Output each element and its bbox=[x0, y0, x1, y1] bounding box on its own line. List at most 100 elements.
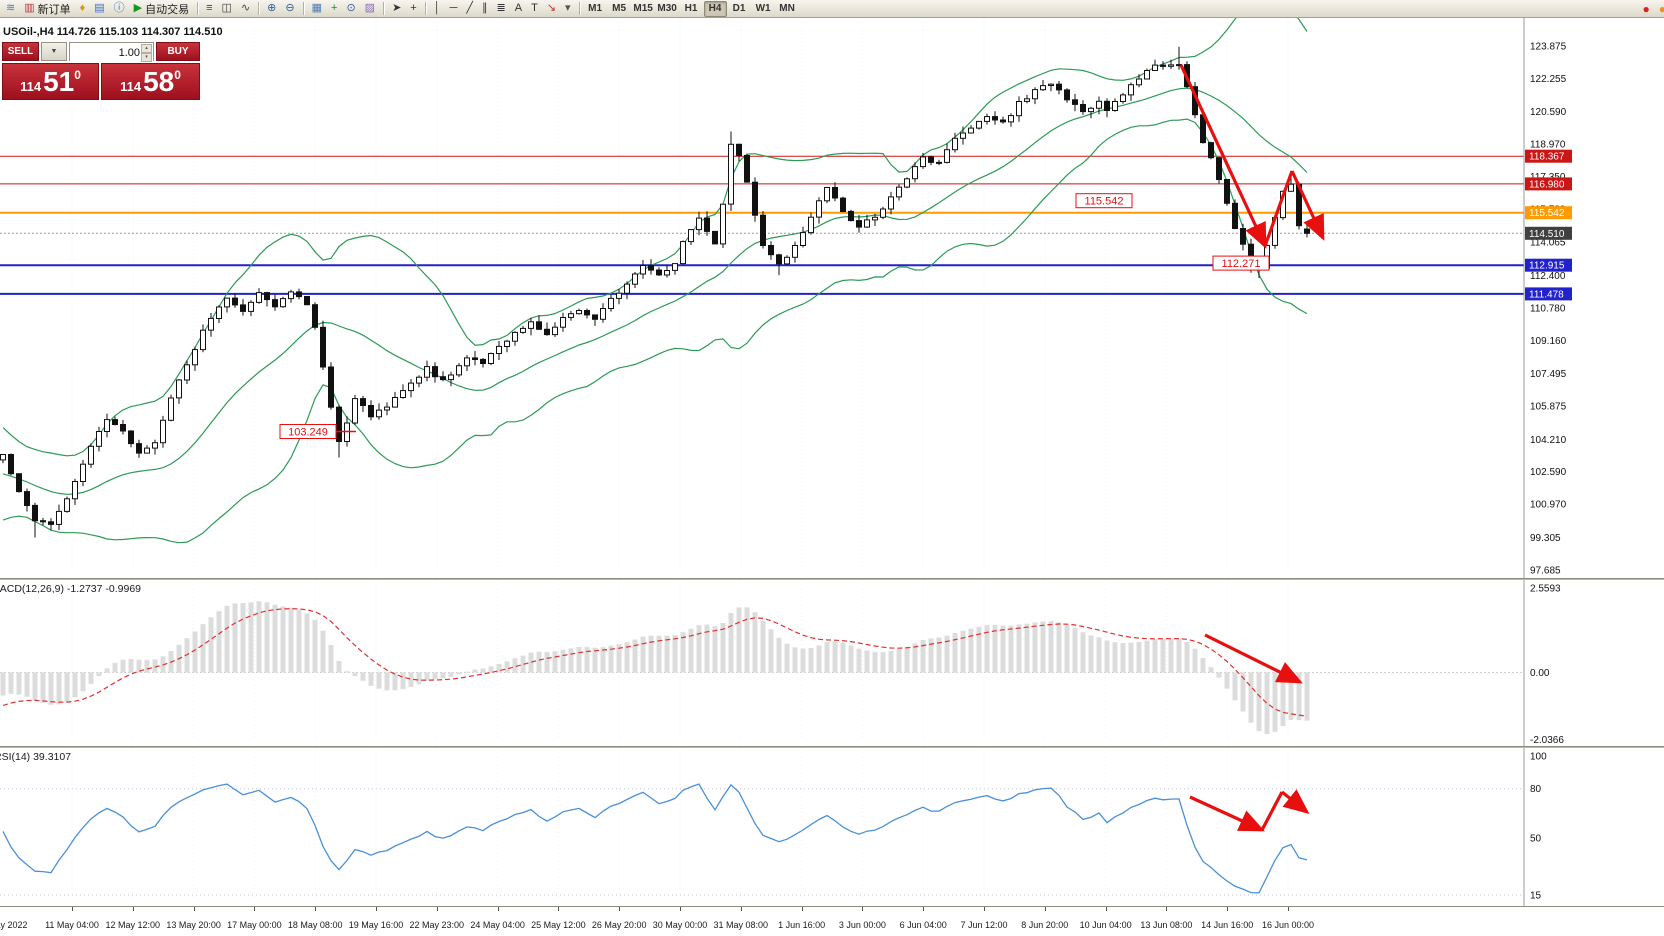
sell-price-display[interactable]: 114 51 0 bbox=[2, 63, 99, 100]
trend-arrow[interactable] bbox=[1263, 170, 1294, 247]
timeframe-m15-button[interactable]: M15 bbox=[633, 3, 653, 14]
market-watch-button[interactable]: ♦ bbox=[76, 1, 90, 17]
main-chart-panel[interactable]: 115.542 112.271 103.249 123.875 122.255 120.5… bbox=[0, 18, 1664, 578]
clock-status-button[interactable]: ● bbox=[1655, 1, 1664, 17]
panel-separator[interactable] bbox=[0, 578, 1664, 580]
panel-separator[interactable] bbox=[0, 746, 1664, 748]
timeframe-m5-button[interactable]: M5 bbox=[612, 3, 627, 14]
trend-arrow[interactable] bbox=[1179, 64, 1267, 249]
timeframe-m1-button[interactable]: M1 bbox=[588, 3, 603, 14]
time-tick bbox=[497, 907, 499, 911]
volume-up-button[interactable]: ▴ bbox=[141, 44, 152, 53]
price-annotation-label[interactable]: 115.542 bbox=[1075, 193, 1133, 209]
timeframe-w1-button[interactable]: W1 bbox=[755, 3, 771, 14]
time-tick bbox=[1105, 907, 1107, 911]
macd-panel[interactable]: 2.5593 0.00 -2.0366 MACD(12,26,9) -1.2737 -… bbox=[0, 580, 1664, 746]
trend-arrow[interactable] bbox=[1204, 633, 1303, 684]
timeframe-h4-button[interactable]: H4 bbox=[703, 0, 727, 17]
fibonacci-button[interactable]: ≣ bbox=[493, 1, 510, 17]
rsi-line bbox=[2, 783, 1308, 894]
crosshair-button[interactable]: + bbox=[406, 1, 420, 17]
buy-price-display[interactable]: 114 58 0 bbox=[101, 63, 200, 100]
templates-button[interactable]: ▨ bbox=[361, 1, 379, 17]
price-tick-label: 118.970 bbox=[1530, 140, 1566, 151]
cursor-button[interactable]: ➤ bbox=[388, 1, 405, 17]
buy-price-pips: 58 bbox=[143, 65, 175, 97]
time-label: 8 Jun 20:00 bbox=[1021, 920, 1069, 930]
zoom-in-icon: ⊕ bbox=[267, 2, 277, 14]
auto-trading-button[interactable]: ▶ 自动交易 bbox=[130, 1, 193, 17]
chevron-down-icon: ▾ bbox=[565, 2, 571, 14]
timeframe-h1-button[interactable]: H1 bbox=[684, 3, 698, 14]
axis-price-box: 111.478 bbox=[1525, 287, 1572, 301]
zoom-in-button[interactable]: ⊕ bbox=[263, 1, 280, 17]
bollinger-middle-band bbox=[2, 87, 1308, 495]
macd-chart[interactable]: 2.5593 0.00 -2.0366 MACD(12,26,9) -1.2737 -… bbox=[0, 580, 1664, 746]
channel-icon: ∥ bbox=[482, 2, 488, 14]
trend-arrow[interactable] bbox=[1189, 795, 1265, 832]
candlestick-chart-button[interactable]: ◫ bbox=[218, 1, 236, 17]
alert-status-button[interactable]: ● bbox=[1639, 1, 1654, 17]
axis-price-box: 118.367 bbox=[1525, 149, 1572, 163]
time-tick bbox=[680, 907, 681, 911]
auto-trading-button-label: 自动交易 bbox=[145, 3, 190, 16]
trendline-button[interactable]: ╱ bbox=[462, 1, 477, 17]
chevron-down-icon: ▼ bbox=[50, 48, 58, 55]
terminal-button[interactable]: ≋ bbox=[2, 1, 19, 17]
timeframe-d1-button[interactable]: D1 bbox=[732, 3, 746, 14]
sell-price-pips: 51 bbox=[43, 65, 75, 97]
time-label: 16 Jun 00:00 bbox=[1261, 920, 1315, 930]
text-button[interactable]: A bbox=[511, 1, 526, 17]
timeframe-m30-button[interactable]: M30 bbox=[657, 3, 677, 14]
trend-arrow[interactable] bbox=[1281, 789, 1310, 814]
text-label-icon: T bbox=[531, 2, 538, 14]
tile-windows-button[interactable]: ▦ bbox=[308, 1, 326, 17]
volume-input[interactable] bbox=[70, 44, 153, 62]
toolbar-separator bbox=[424, 2, 426, 15]
line-chart-button[interactable]: ∿ bbox=[237, 1, 254, 17]
horizontal-line-button[interactable]: ─ bbox=[446, 1, 462, 17]
price-tick-label: 110.780 bbox=[1530, 303, 1566, 314]
rsi-tick-label: 15 bbox=[1530, 891, 1542, 902]
time-label: 10 Jun 04:00 bbox=[1079, 920, 1132, 930]
trend-arrow[interactable] bbox=[1290, 170, 1325, 241]
shapes-dropdown-button[interactable]: ▾ bbox=[561, 1, 575, 17]
new-order-button[interactable]: ▥ 新订单 bbox=[20, 1, 74, 17]
svg-text:111.478: 111.478 bbox=[1529, 289, 1564, 300]
navigator-button[interactable]: ⓘ bbox=[110, 1, 129, 17]
text-label-button[interactable]: T bbox=[527, 1, 542, 17]
buy-button[interactable]: BUY bbox=[156, 42, 200, 61]
rsi-chart[interactable]: 100 80 50 15 RSI(14) 39.3107 bbox=[0, 748, 1664, 906]
new-order-button-label: 新订单 bbox=[37, 3, 71, 16]
sell-price-fraction: 0 bbox=[74, 68, 81, 82]
arrows-button[interactable]: ↘ bbox=[543, 1, 560, 17]
svg-text:116.980: 116.980 bbox=[1529, 179, 1565, 190]
svg-text:115.542: 115.542 bbox=[1085, 196, 1124, 208]
timeframe-mn-button[interactable]: MN bbox=[779, 3, 795, 14]
time-tick bbox=[984, 907, 985, 911]
axis-price-box: 115.542 bbox=[1525, 206, 1572, 220]
macd-tick-label: -2.0366 bbox=[1530, 735, 1564, 746]
zoom-out-button[interactable]: ⊖ bbox=[281, 1, 298, 17]
price-annotation-label[interactable]: 112.271 bbox=[1212, 255, 1270, 271]
channel-button[interactable]: ∥ bbox=[478, 1, 492, 17]
order-type-dropdown[interactable]: ▼ bbox=[41, 42, 67, 61]
indicators-button[interactable]: + bbox=[327, 1, 341, 17]
time-label: 31 May 08:00 bbox=[713, 920, 769, 930]
bear-candles bbox=[8, 64, 1310, 525]
rsi-panel[interactable]: 100 80 50 15 RSI(14) 39.3107 bbox=[0, 748, 1664, 906]
price-annotation-label[interactable]: 103.249 bbox=[279, 424, 356, 439]
macd-label: MACD(12,26,9) -1.2737 -0.9969 bbox=[0, 583, 141, 595]
toolbar: ≋ ▥ 新订单 ♦ ▤ ⓘ ▶ 自动交易 ≡ ◫ ∿ ⊕ ⊖ ▦ + ⊙ ▨ ➤ + │ ─ ╱ ∥ ≣ A T ↘ ▾ M1 M5 M15… bbox=[0, 0, 1664, 18]
vertical-line-button[interactable]: │ bbox=[430, 1, 445, 17]
macd-histogram bbox=[0, 601, 1310, 734]
data-window-button[interactable]: ▤ bbox=[90, 1, 108, 17]
time-axis[interactable]: May 2022 11 May 04:00 12 May 12:00 13 May 2… bbox=[0, 906, 1664, 936]
trend-arrow[interactable] bbox=[1260, 791, 1284, 831]
volume-down-button[interactable]: ▾ bbox=[141, 53, 152, 62]
periods-button[interactable]: ⊙ bbox=[342, 1, 359, 17]
candlestick-chart[interactable]: 115.542 112.271 103.249 123.875 122.255 120.5… bbox=[0, 18, 1664, 578]
time-tick bbox=[1227, 907, 1229, 911]
sell-button[interactable]: SELL bbox=[2, 42, 39, 61]
bar-chart-button[interactable]: ≡ bbox=[202, 1, 216, 17]
